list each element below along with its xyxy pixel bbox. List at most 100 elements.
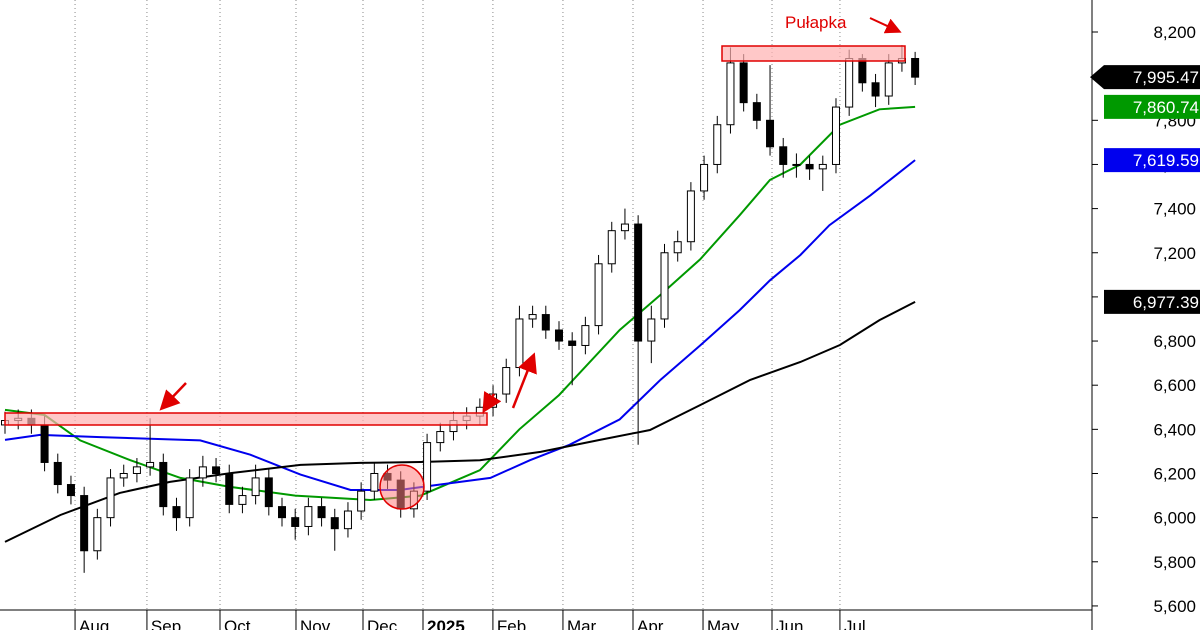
tag-layer: 7,860.74 7,619.59 6,977.39 7,995.47 [1090,65,1200,314]
candle-body [528,314,537,320]
x-tick-label: Apr [637,617,664,630]
candle-body [713,124,722,165]
candle-body [673,241,682,254]
candle-body [264,477,273,508]
candle-body [146,461,155,468]
price-tag [1104,289,1200,314]
candle-body [845,57,854,108]
price-tag-label: 6,977.39 [1133,293,1199,312]
y-tick-label: 6,200 [1153,464,1196,483]
x-tick-label: Mar [567,617,597,630]
arrow [159,382,187,411]
candle-body [159,461,168,508]
moving-average-line [4,159,916,491]
x-tick-label: Oct [224,617,251,630]
candle-body [700,163,709,192]
annotation-text: Pułapka [785,13,847,32]
candle-body [53,461,62,486]
y-tick-label: 7,400 [1153,200,1196,219]
candle-body [238,495,247,505]
candle-body [647,318,656,342]
candle-body [779,146,788,165]
candle-body [831,106,840,165]
candle-body [792,163,801,166]
arrow [869,17,902,34]
candle-body [502,367,511,395]
candle-body [818,163,827,170]
mark-layer [1,45,920,573]
x-tick-label: Dec [367,617,398,630]
price-tag-label: 7,860.74 [1133,98,1199,117]
candle-body [871,82,880,97]
candle-body [686,190,695,243]
candle-body [212,466,221,474]
y-tick-label: 8,200 [1153,23,1196,42]
candle-body [423,442,432,492]
candle-body [93,517,102,552]
price-tag [1090,65,1200,90]
y-tick-label: 5,800 [1153,553,1196,572]
candle-body [515,318,524,369]
highlight-circle [379,464,425,510]
candle-body [554,329,563,342]
candle-body [330,517,339,530]
candle-body [858,57,867,84]
candle-body [726,62,735,126]
y-tick-label: 6,000 [1153,509,1196,528]
candle-body [251,477,260,497]
candle-body [541,314,550,331]
candle-body [304,506,313,527]
candle-body [278,506,287,519]
x-tick-label: Jul [844,617,866,630]
candle-body [119,472,128,479]
price-tag-label: 7,619.59 [1133,151,1199,170]
resistance-zone [4,412,488,426]
candle-body [132,466,141,474]
candle-body [634,223,643,342]
candle-body [436,431,445,444]
x-tick-label: 2025 [427,617,465,630]
x-tick-label: Sep [151,617,181,630]
price-tag [1104,148,1200,173]
candle-body [620,223,629,232]
candle-body [884,62,893,97]
x-tick-label: May [707,617,740,630]
candle-body [198,466,207,479]
candle-body [911,57,920,78]
candle-body [568,340,577,346]
candle-body [80,495,89,552]
candle-body [581,325,590,346]
arrow [511,352,537,409]
candle-body [172,506,181,519]
x-tick-label: Jun [776,617,803,630]
candle-body [739,62,748,104]
candle-body [66,484,75,497]
candle-body [317,506,326,519]
candle-body [40,424,49,463]
resistance-zone [721,45,906,62]
x-tick-label: Aug [79,617,109,630]
candle-body [225,472,234,505]
y-tick-label: 5,600 [1153,597,1196,616]
price-tag [1104,94,1200,119]
candle-body [805,163,814,170]
candle-body [343,510,352,530]
candle-body [185,477,194,519]
annotations: Pułapka [4,13,906,510]
candle-body [607,230,616,265]
y-tick-label: 7,200 [1153,244,1196,263]
candle-body [370,472,379,492]
candle-body [766,119,775,148]
x-tick-label: Nov [300,617,331,630]
price-tag-label: 7,995.47 [1133,68,1199,87]
x-tick-label: Feb [497,617,526,630]
y-tick-label: 6,600 [1153,376,1196,395]
candle-body [357,490,366,512]
y-tick-label: 6,400 [1153,420,1196,439]
y-tick-label: 6,800 [1153,332,1196,351]
candle-body [660,252,669,320]
candle-body [106,477,115,519]
arrow [482,390,502,414]
